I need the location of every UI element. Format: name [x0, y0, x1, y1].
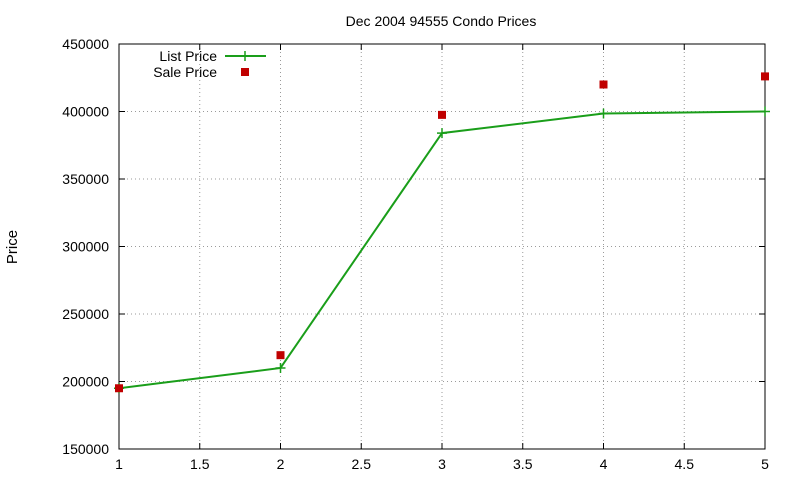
list-price-point: [760, 106, 770, 117]
legend-marker-sale-price: [241, 68, 249, 76]
x-tick-label: 3: [438, 456, 446, 472]
y-axis-label: Price: [4, 230, 21, 264]
legend-marker-list-price: [240, 51, 250, 61]
x-tick-label: 1.5: [190, 456, 210, 472]
y-tick-label: 300000: [62, 239, 109, 255]
x-tick-label: 2: [277, 456, 285, 472]
y-tick-label: 450000: [62, 36, 109, 52]
y-tick-label: 200000: [62, 374, 109, 390]
series-sale-price: [115, 72, 769, 393]
x-tick-label: 2.5: [352, 456, 372, 472]
axis-ticks: 1 1.5 2 2.5 3 3.5 4 4.5 5 150000 200000 250000 30000…: [62, 36, 769, 472]
sale-price-point: [115, 384, 123, 393]
grid-lines: [119, 44, 765, 449]
series-layer: [114, 72, 770, 394]
x-tick-label: 3.5: [513, 456, 533, 472]
list-price-point: [598, 108, 609, 119]
x-tick-label: 4.5: [675, 456, 695, 472]
x-tick-label: 1: [115, 456, 123, 472]
y-tick-label: 350000: [62, 171, 109, 187]
list-price-point: [275, 363, 286, 373]
sale-price-point: [276, 351, 285, 360]
y-tick-label: 400000: [62, 104, 109, 120]
sale-price-point: [761, 72, 769, 81]
x-tick-label: 5: [761, 456, 769, 472]
legend-label-sale-price: Sale Price: [153, 64, 217, 80]
y-tick-label: 150000: [62, 441, 109, 457]
legend-label-list-price: List Price: [159, 48, 217, 64]
chart-title: Dec 2004 94555 Condo Prices: [346, 13, 537, 29]
list-price-point: [437, 128, 447, 139]
sale-price-point: [438, 110, 446, 119]
list-price-line: [118, 110, 766, 390]
x-tick-label: 4: [600, 456, 608, 472]
sale-price-point: [599, 80, 608, 89]
y-tick-label: 250000: [62, 306, 109, 322]
series-list-price: [114, 106, 770, 394]
